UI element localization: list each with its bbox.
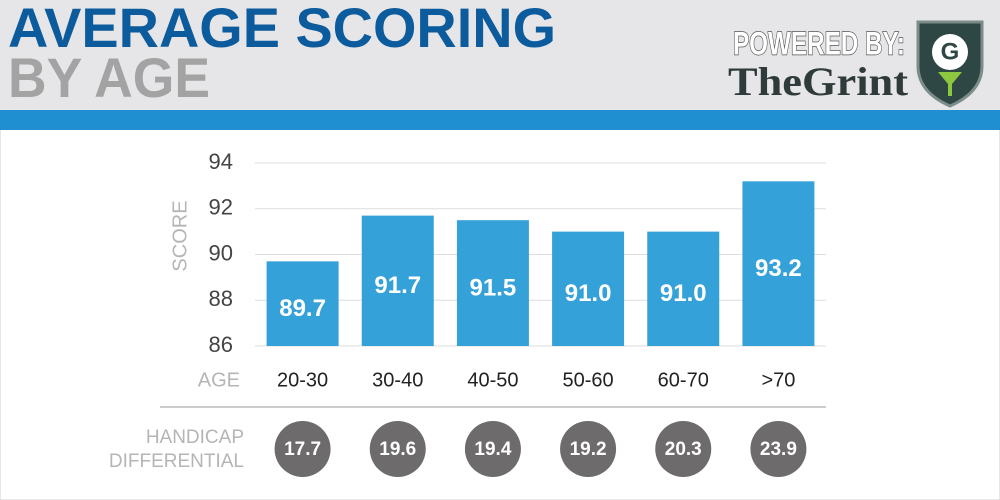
y-tick-label: 92 xyxy=(209,195,233,220)
x-tick-label: >70 xyxy=(761,369,795,391)
bar xyxy=(266,261,339,346)
header-stripe xyxy=(0,110,1000,130)
logo-tee xyxy=(938,72,962,96)
handicap-label: HANDICAP xyxy=(146,427,244,448)
logo-letter: G xyxy=(941,38,960,65)
y-tick-label: 88 xyxy=(209,286,233,311)
handicap-circle xyxy=(464,421,521,477)
bar xyxy=(361,215,434,346)
handicap-circle xyxy=(274,421,331,477)
value-label: 89.7 xyxy=(279,295,326,322)
handicap-value: 19.2 xyxy=(570,439,607,460)
bar xyxy=(647,231,720,346)
brand-name: TheGrint xyxy=(728,59,909,104)
x-tick-label: 40-50 xyxy=(467,369,518,391)
logo-ball xyxy=(932,34,968,70)
value-label: 91.7 xyxy=(374,272,421,299)
brand-logo: G xyxy=(916,20,984,108)
handicap-value: 17.7 xyxy=(284,439,321,460)
chart-subtitle: BY AGE xyxy=(8,46,210,109)
y-tick-label: 90 xyxy=(209,240,233,265)
x-tick-label: 30-40 xyxy=(372,369,423,391)
x-tick-label: 50-60 xyxy=(563,369,614,391)
handicap-circle xyxy=(560,421,617,477)
y-axis-label: SCORE xyxy=(169,200,191,271)
handicap-circle xyxy=(655,421,712,477)
x-tick-label: 20-30 xyxy=(277,369,328,391)
handicap-label: DIFFERENTIAL xyxy=(109,451,244,472)
y-tick-label: 86 xyxy=(209,332,233,357)
handicap-value: 19.6 xyxy=(379,439,416,460)
handicap-value: 23.9 xyxy=(760,439,797,460)
powered-by: POWERED BY: xyxy=(733,25,905,61)
value-label: 91.5 xyxy=(470,274,517,301)
handicap-circle xyxy=(369,421,426,477)
handicap-value: 20.3 xyxy=(665,439,702,460)
bar xyxy=(742,181,815,346)
handicap-circle xyxy=(750,421,807,477)
chart-title: AVERAGE SCORING xyxy=(8,0,556,59)
value-label: 93.2 xyxy=(755,255,802,282)
header-band xyxy=(0,0,1000,110)
bar xyxy=(552,231,625,346)
value-label: 91.0 xyxy=(565,280,612,307)
handicap-value: 19.4 xyxy=(474,439,511,460)
x-tick-label: 60-70 xyxy=(658,369,709,391)
value-label: 91.0 xyxy=(660,280,707,307)
x-axis-label: AGE xyxy=(198,369,240,391)
y-tick-label: 94 xyxy=(209,149,233,174)
bar xyxy=(456,220,529,346)
